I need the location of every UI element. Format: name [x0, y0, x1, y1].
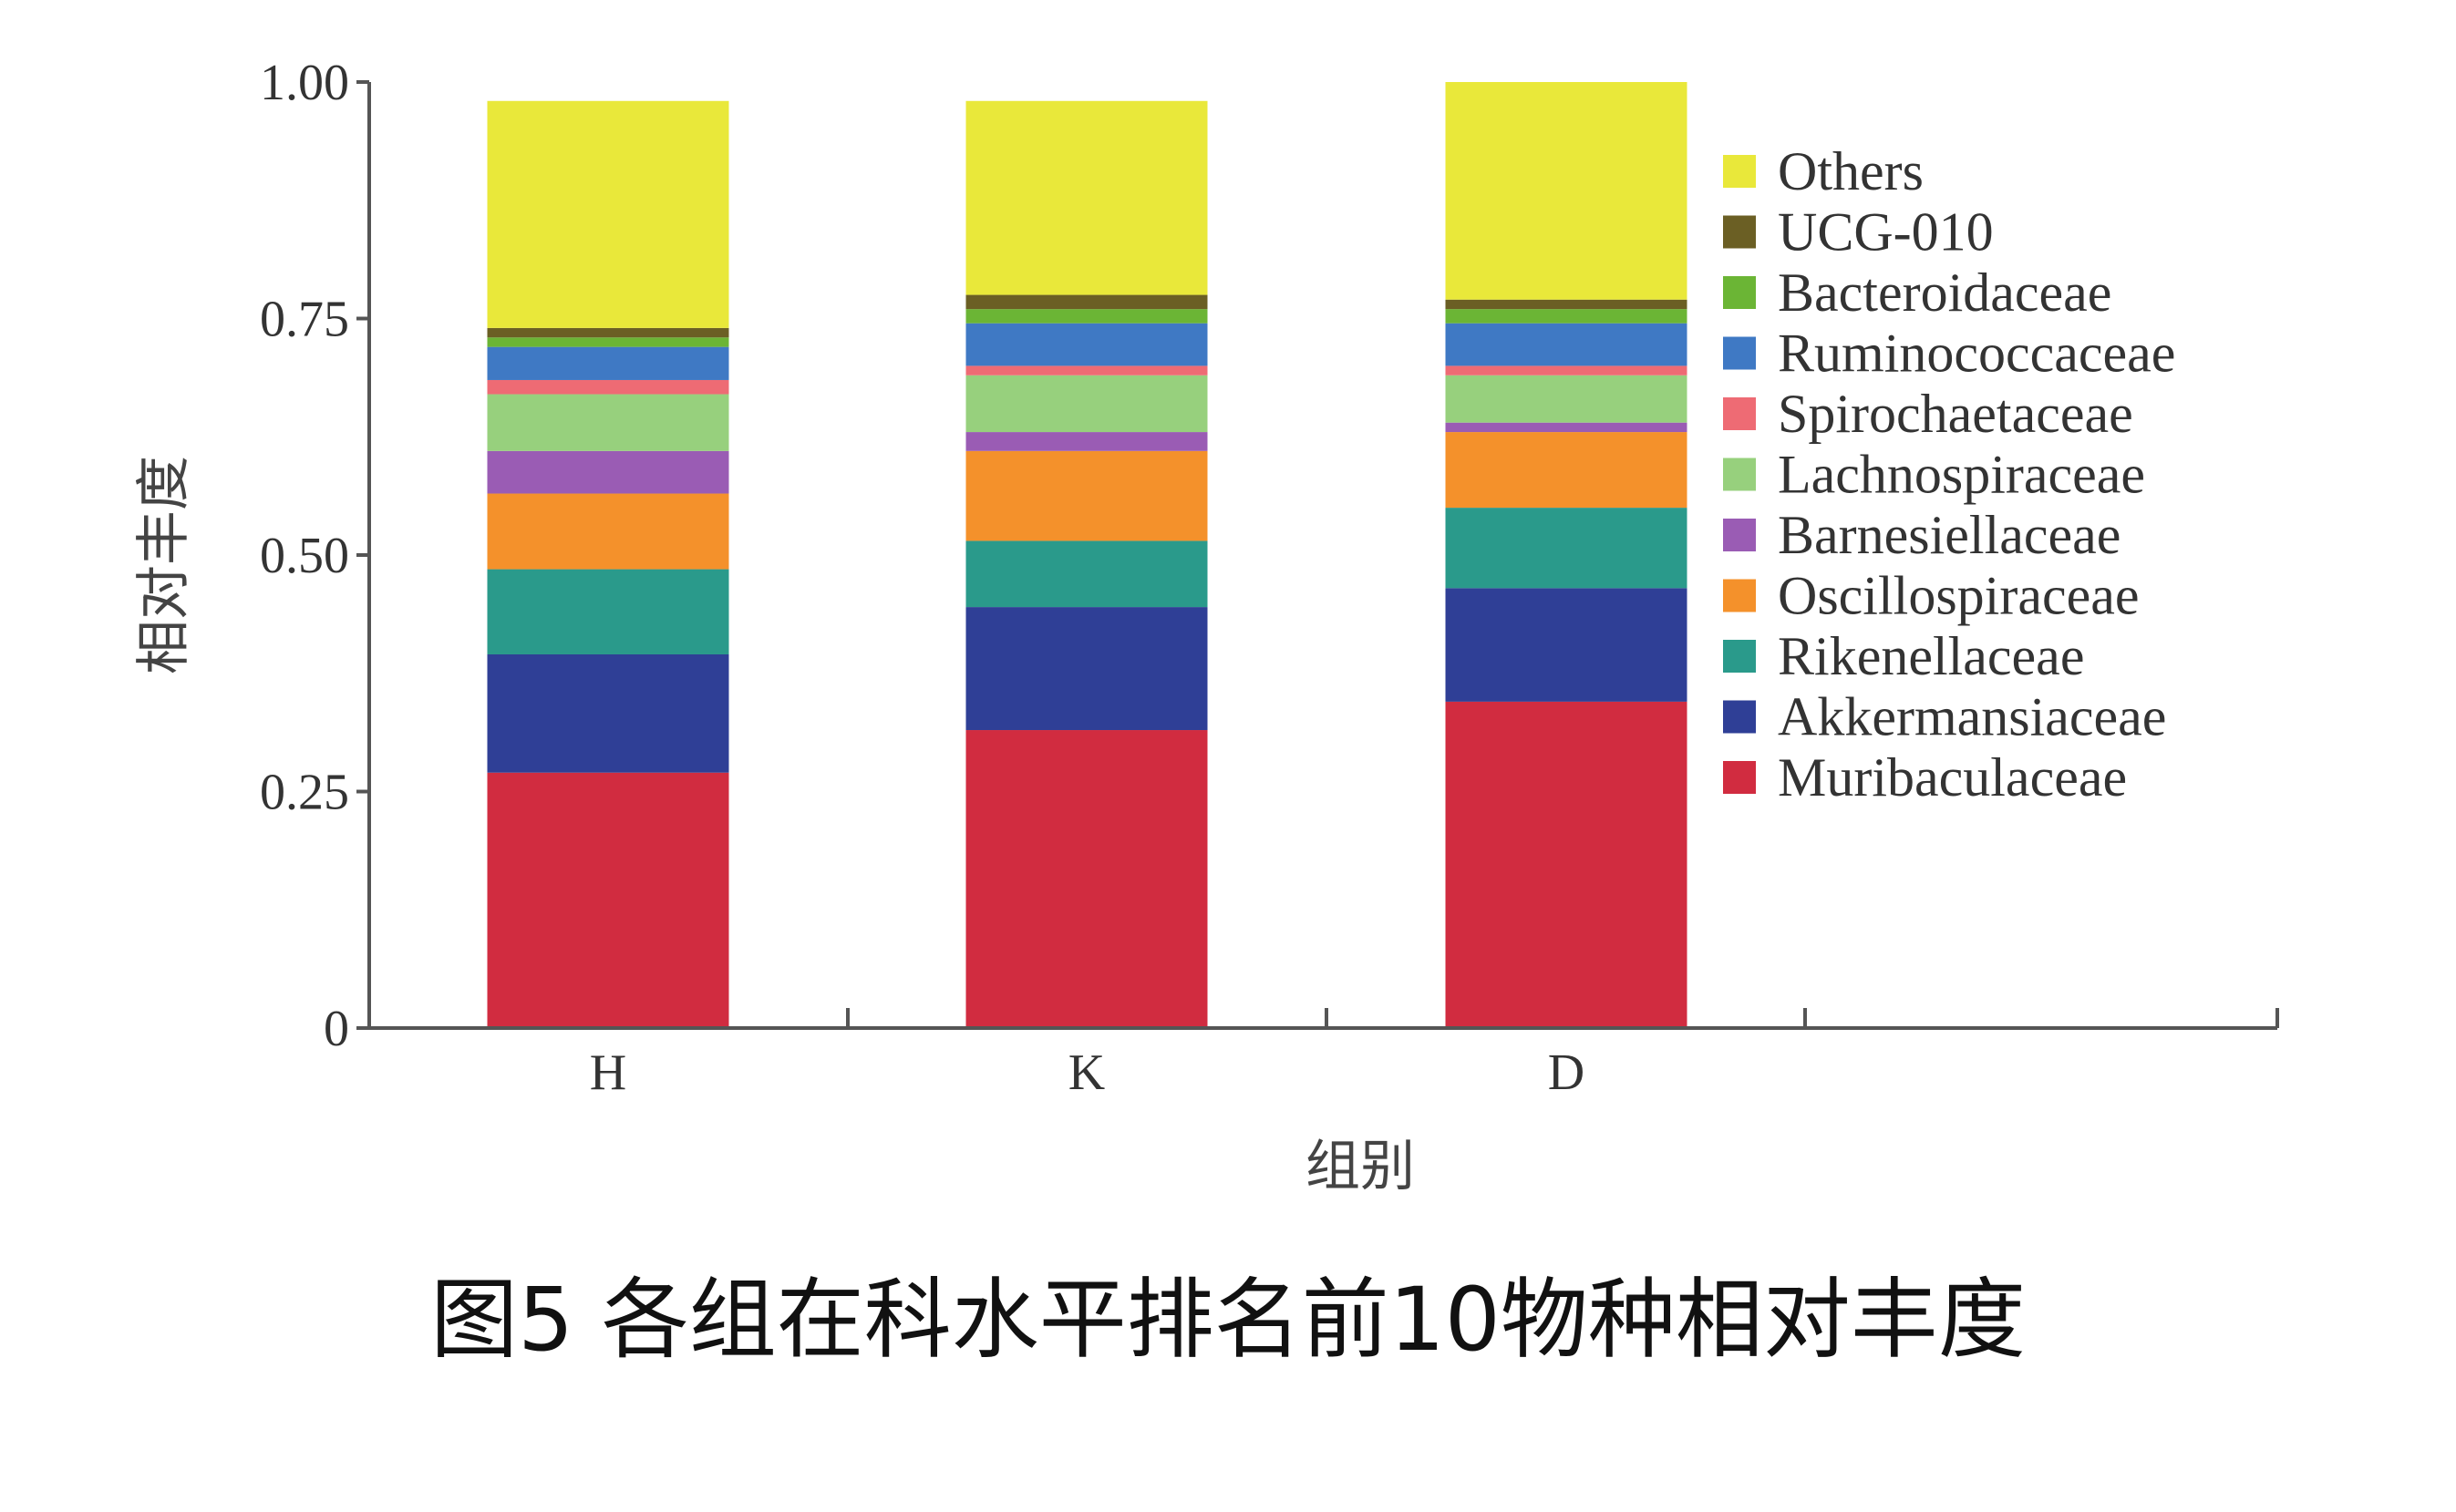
bar-segment-H-bacteroidaceae [487, 337, 729, 347]
bar-segment-H-lachnospiraceae [487, 394, 729, 451]
bar-segment-H-ucg-010 [487, 327, 729, 338]
bar-segment-D-oscillospiraceae [1445, 432, 1687, 509]
bar-segment-K-ruminococcaceae [965, 323, 1208, 366]
legend-label: Ruminococcaceae [1778, 324, 2175, 384]
x-tick-label: D [1548, 1044, 1584, 1101]
bar-segment-D-muribaculaceae [1445, 701, 1687, 1028]
bar-segment-K-spirochaetaceae [965, 365, 1208, 375]
bar-segment-K-rikenellaceae [965, 540, 1208, 608]
legend-swatch [1723, 215, 1756, 249]
legend-label: Lachnospiraceae [1778, 445, 2145, 505]
legend-swatch [1723, 276, 1756, 309]
legend-swatch [1723, 579, 1756, 612]
legend-label: Akkermansiaceae [1778, 687, 2166, 747]
bar-segment-D-spirochaetaceae [1445, 365, 1687, 375]
bar-segment-K-others [965, 100, 1208, 295]
y-tick-label: 0.25 [260, 765, 349, 821]
bar-segment-D-rikenellaceae [1445, 508, 1687, 589]
y-tick-label: 0 [324, 1001, 349, 1057]
bar-segment-D-bacteroidaceae [1445, 309, 1687, 324]
bar-segment-H-akkermansiaceae [487, 653, 729, 773]
legend-label: Others [1778, 141, 1924, 201]
legend-label: Spirochaetaceae [1778, 384, 2133, 444]
legend: OthersUCG-010BacteroidaceaeRuminococcace… [1723, 141, 2175, 807]
bar-segment-K-ucg-010 [965, 294, 1208, 310]
bar-segment-D-barnesiellaceae [1445, 422, 1687, 433]
x-tick-label: H [590, 1044, 626, 1101]
stacked-bar-chart: 0 0.25 0.50 0.75 1.00 H K D 相对丰度 组别 OthersUCG-… [132, 55, 2279, 1198]
bar-segment-D-akkermansiaceae [1445, 588, 1687, 702]
bar-segment-D-ruminococcaceae [1445, 323, 1687, 366]
bar-segment-H-barnesiellaceae [487, 450, 729, 494]
legend-swatch [1723, 155, 1756, 188]
bar-segment-K-lachnospiraceae [965, 375, 1208, 433]
bar-segment-D-lachnospiraceae [1445, 375, 1687, 423]
bar-segment-K-oscillospiraceae [965, 450, 1208, 541]
legend-label: UCG-010 [1778, 202, 1994, 262]
y-tick-label: 1.00 [260, 55, 349, 111]
bar-segment-H-spirochaetaceae [487, 379, 729, 395]
legend-swatch [1723, 700, 1756, 734]
legend-label: Muribaculaceae [1778, 747, 2127, 807]
legend-label: Bacteroidaceae [1778, 262, 2111, 323]
y-ticks-group: 0 0.25 0.50 0.75 1.00 [260, 55, 369, 1057]
y-tick-label: 0.75 [260, 292, 349, 348]
x-axis-title: 组别 [1305, 1135, 1415, 1198]
bar-segment-K-muribaculaceae [965, 730, 1208, 1028]
bar-segment-H-oscillospiraceae [487, 493, 729, 570]
bar-segment-K-barnesiellaceae [965, 432, 1208, 451]
bar-segment-H-others [487, 100, 729, 328]
legend-swatch [1723, 336, 1756, 370]
legend-label: Oscillospiraceae [1778, 566, 2139, 626]
bar-segment-H-ruminococcaceae [487, 346, 729, 380]
bar-segment-H-muribaculaceae [487, 772, 729, 1028]
legend-label: Rikenellaceae [1778, 626, 2084, 686]
x-tick-label: K [1068, 1044, 1105, 1101]
legend-swatch [1723, 397, 1756, 430]
legend-swatch [1723, 640, 1756, 673]
y-tick-label: 0.50 [260, 528, 349, 584]
bar-segment-K-akkermansiaceae [965, 607, 1208, 731]
legend-label: Barnesiellaceae [1778, 505, 2121, 565]
bar-segment-D-ucg-010 [1445, 299, 1687, 310]
bar-segment-D-others [1445, 82, 1687, 300]
bar-segment-K-bacteroidaceae [965, 309, 1208, 324]
figure-caption: 图5 各组在科水平排名前10物种相对丰度 [430, 1269, 2026, 1371]
bars-group [487, 82, 1687, 1028]
y-axis-title: 相对丰度 [132, 456, 196, 674]
legend-swatch [1723, 761, 1756, 794]
bar-segment-H-rikenellaceae [487, 569, 729, 654]
legend-swatch [1723, 458, 1756, 491]
legend-swatch [1723, 519, 1756, 551]
